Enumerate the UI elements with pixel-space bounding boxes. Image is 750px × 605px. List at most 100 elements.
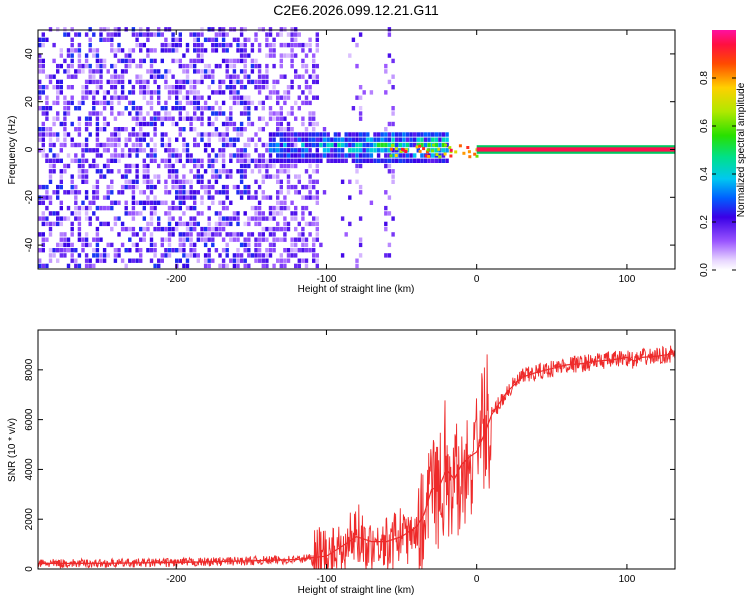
- spectrogram-cell: [355, 179, 359, 184]
- spectrogram-cell: [312, 74, 316, 79]
- spectrogram-cell: [175, 79, 179, 85]
- spectrogram-cell: [189, 221, 193, 227]
- spectrogram-y-axis-label: Frequency (Hz): [7, 116, 18, 185]
- spectrogram-cell: [171, 174, 175, 179]
- spectrogram-cell: [272, 132, 276, 137]
- spectrogram-cell: [164, 42, 168, 48]
- spectrogram-cell: [193, 100, 197, 106]
- spectrogram-cell: [131, 163, 136, 169]
- spectrogram-cell: [63, 58, 67, 64]
- spectrogram-cell: [113, 48, 118, 53]
- spectrogram-cell: [312, 137, 316, 142]
- spectrogram-cell: [254, 148, 258, 153]
- spectrogram-cell: [56, 111, 60, 116]
- spectrogram-cell: [315, 48, 319, 53]
- spectrogram-cell: [265, 216, 269, 221]
- spectrogram-cell: [84, 63, 89, 69]
- spectrogram-cell: [56, 216, 60, 221]
- spectrogram-cell: [41, 90, 45, 95]
- spectrogram-cell: [265, 174, 269, 179]
- spectrogram-cell: [38, 216, 42, 221]
- spectrogram-cell: [146, 37, 150, 42]
- spectrogram-cell: [225, 221, 229, 227]
- spectrogram-cell: [164, 253, 168, 258]
- spectrogram-cell: [149, 90, 154, 95]
- spectrogram-cell: [146, 174, 150, 179]
- spectrogram-cell: [319, 158, 323, 163]
- spectrogram-cell: [211, 148, 215, 153]
- spectrogram-cell: [193, 69, 197, 74]
- spectrogram-cell: [286, 153, 291, 158]
- spectrogram-cell: [110, 142, 114, 148]
- spectrogram-cell: [185, 205, 190, 211]
- spectrogram-cell: [88, 242, 92, 248]
- spectrogram-cell: [304, 42, 309, 48]
- spectrogram-cell: [196, 190, 200, 195]
- spectrogram-cell: [276, 79, 280, 85]
- spectrogram-cell: [139, 63, 143, 69]
- spectrogram-cell: [84, 237, 89, 242]
- spectrogram-cell: [272, 85, 276, 90]
- spectrogram-cell: [81, 148, 85, 153]
- spectrogram-cell: [405, 153, 410, 158]
- spectrogram-cell: [272, 42, 276, 48]
- spectrogram-cell: [185, 253, 190, 258]
- spectrogram-cell: [77, 100, 82, 106]
- x-tick-label: -200: [166, 274, 186, 285]
- spectrogram-cell: [221, 169, 226, 174]
- spectrogram-cell: [185, 263, 190, 269]
- spectrogram-cell: [128, 179, 132, 184]
- spectrogram-cell: [196, 163, 200, 169]
- spectrogram-cell: [261, 195, 265, 200]
- spectrogram-cell: [211, 74, 215, 79]
- spectrogram-cell: [124, 127, 128, 132]
- spectrogram-cell: [74, 195, 78, 200]
- spectrogram-cell: [261, 85, 265, 90]
- spectrogram-cell: [272, 137, 276, 142]
- spectrogram-cell: [66, 205, 71, 211]
- spectrogram-cell: [48, 169, 53, 174]
- spectrogram-cell: [142, 95, 146, 100]
- spectrogram-cell: [139, 121, 143, 127]
- spectrogram-cell: [247, 232, 251, 237]
- spectrogram-cell: [200, 132, 204, 137]
- spectrogram-cell: [398, 132, 402, 137]
- spectrogram-cell: [254, 32, 258, 37]
- spectrogram-cell: [265, 121, 269, 127]
- spectrogram-cell: [229, 42, 233, 48]
- spectrogram-cell: [120, 48, 125, 53]
- spectrogram-cell: [254, 205, 258, 211]
- spectrogram-cell: [182, 211, 186, 216]
- spectrogram-cell: [236, 258, 240, 263]
- spectrogram-cell: [160, 253, 164, 258]
- spectrogram-cell: [272, 142, 276, 148]
- spectrogram-cell: [203, 242, 208, 248]
- spectrogram-cell: [38, 37, 42, 42]
- spectrogram-cell: [221, 132, 226, 137]
- spectrogram-cell: [229, 106, 233, 111]
- spectrogram-cell: [74, 32, 78, 37]
- spectrogram-cell: [74, 69, 78, 74]
- spectrogram-cell: [333, 137, 338, 142]
- spectrogram-cell: [283, 237, 287, 242]
- spectrogram-cell: [265, 32, 269, 37]
- spectrogram-cell: [193, 142, 197, 148]
- spectrogram-cell: [312, 158, 316, 163]
- spectrogram-cell: [402, 158, 406, 163]
- spectrogram-cell: [146, 48, 150, 53]
- spectrogram-cell: [254, 63, 258, 69]
- spectrogram-cell: [257, 79, 262, 85]
- spectrogram-cell: [225, 142, 229, 148]
- spectrogram-cell: [340, 158, 345, 163]
- spectrogram-cell: [92, 200, 96, 205]
- spectrogram-cell: [99, 221, 103, 227]
- spectrogram-cell: [139, 148, 143, 153]
- spectrogram-cell: [113, 116, 118, 121]
- spectrogram-cell: [131, 190, 136, 195]
- spectrogram-cell: [290, 32, 294, 37]
- spectrogram-cell: [146, 200, 150, 205]
- spectrogram-cell: [250, 216, 255, 221]
- spectrogram-cell: [319, 137, 323, 142]
- spectrogram-cell: [283, 263, 287, 269]
- spectrogram-cell: [117, 27, 121, 32]
